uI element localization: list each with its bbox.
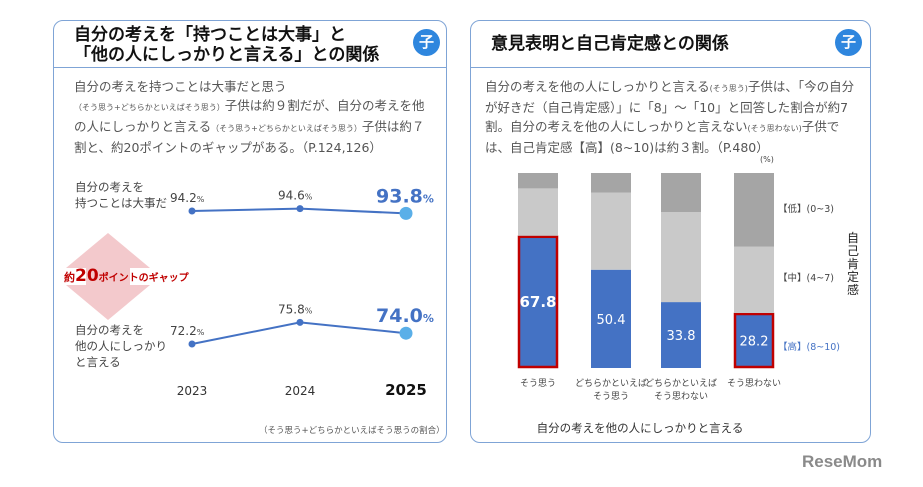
- data-label: 72.2%: [170, 324, 205, 338]
- description-text: （そう思う+どちらかといえばそう思う）: [74, 103, 225, 112]
- x-axis-label: 自分の考えを他の人にしっかりと言える: [537, 421, 744, 435]
- data-label: 74.0%: [376, 305, 434, 327]
- bar-segment: [518, 173, 558, 189]
- data-label: 94.6%: [278, 189, 313, 203]
- legend-mid: 【中】(4~7): [778, 272, 834, 284]
- left-panel-title: 自分の考えを「持つことは大事」と 「他の人にしっかりと言える」との関係: [74, 25, 379, 65]
- bar-segment: [591, 269, 631, 368]
- data-point: [188, 340, 196, 348]
- bar-segment: [734, 173, 774, 247]
- description-text: （そう思う+どちらかといえばそう思う）: [211, 124, 362, 133]
- description-text: 子供は約９割だが、自分の考えを他の人にしっかりと言える: [74, 98, 425, 134]
- bar-segment: [661, 212, 701, 303]
- child-badge: 子: [835, 29, 862, 56]
- description-text: 自分の考えを持つことは大事だと思う: [74, 79, 287, 94]
- unit-label: %: [423, 192, 434, 205]
- description-text: (そう思わない): [747, 124, 802, 133]
- legend-high: 【高】(8~10): [778, 341, 840, 353]
- right-panel: 意見表明と自己肯定感との関係 子 自分の考えを他の人にしっかりと言える(そう思う…: [470, 20, 871, 443]
- y-axis-label: 定: [847, 269, 859, 284]
- series-label: と言える: [75, 355, 121, 369]
- gap-label-part: ポイントのギャップ: [99, 271, 190, 284]
- data-point: [399, 326, 413, 340]
- description-text: 自分の考えを他の人にしっかりと言える: [485, 79, 710, 94]
- y-axis-label: 己: [847, 244, 859, 258]
- data-point: [296, 205, 304, 213]
- unit-label: %: [305, 193, 313, 202]
- resemom-logo: ReseMom: [802, 452, 883, 471]
- unit-label: %: [197, 195, 205, 204]
- right-panel-header: 意見表明と自己肯定感との関係 子: [471, 21, 870, 68]
- right-panel-title: 意見表明と自己肯定感との関係: [491, 34, 729, 54]
- unit-label: %: [423, 312, 434, 325]
- unit-label: (%): [760, 155, 774, 164]
- category-label: そう思わない: [654, 391, 708, 402]
- legend-low: 【低】(0~3): [778, 203, 834, 215]
- bar-value-label: 28.2: [740, 335, 769, 350]
- series-label: 自分の考えを: [75, 180, 144, 194]
- description-text: 子供では、自己肯定感【高】(8~10)は約３割。（P.480）: [485, 119, 840, 155]
- gap-note: （そう思う+どちらかといえばそう思うの割合）: [259, 426, 445, 436]
- bar-segment: [661, 302, 701, 368]
- left-description: 自分の考えを持つことは大事だと思う（そう思う+どちらかといえばそう思う）子供は約…: [74, 77, 434, 157]
- data-point: [399, 206, 413, 220]
- gap-label-part: 20: [75, 266, 99, 286]
- data-point: [296, 318, 304, 326]
- bar-segment: [661, 173, 701, 212]
- x-tick-label: 2024: [285, 384, 316, 398]
- unit-label: %: [197, 328, 205, 337]
- y-axis-label: 肯: [847, 257, 859, 271]
- bar-segment: [591, 173, 631, 193]
- right-description: 自分の考えを他の人にしっかりと言える(そう思う)子供は、「今の自分が好きだ（自己…: [485, 77, 860, 157]
- bar-segment: [734, 313, 774, 368]
- data-label: 93.8%: [376, 185, 434, 207]
- bar-segment: [734, 246, 774, 314]
- bar-segment: [518, 235, 558, 368]
- y-axis-label: 感: [847, 282, 859, 297]
- highlight-box: [517, 235, 559, 369]
- bar-value-label: 50.4: [597, 313, 626, 328]
- bar-segment: [591, 192, 631, 270]
- category-label: そう思う: [593, 391, 629, 402]
- highlight-box: [733, 312, 775, 369]
- category-label: どちらかといえば: [575, 378, 647, 389]
- x-tick-label: 2023: [177, 384, 208, 398]
- left-panel-header: 自分の考えを「持つことは大事」と 「他の人にしっかりと言える」との関係 子: [54, 21, 446, 68]
- gap-label-part: 約: [64, 270, 75, 284]
- left-panel-background: [53, 20, 447, 443]
- y-axis-label: 自: [847, 231, 859, 245]
- title-line-2: 「他の人にしっかりと言える」との関係: [74, 45, 380, 65]
- gap-label: 約20ポイントのギャップ: [64, 266, 190, 286]
- series-label: 他の人にしっかり: [75, 339, 167, 353]
- data-point: [188, 207, 196, 215]
- data-label: 75.8%: [278, 302, 313, 316]
- title-line-1: 自分の考えを「持つことは大事」と: [74, 25, 346, 45]
- child-badge: 子: [413, 29, 440, 56]
- bar-value-label: 67.8: [519, 293, 556, 311]
- bar-value-label: 33.8: [667, 329, 696, 344]
- series-label: 自分の考えを: [75, 323, 144, 337]
- description-text: 子供は約７割と、約20ポイントのギャップがある。（P.124,126）: [74, 119, 425, 155]
- series-label: 持つことは大事だ: [75, 196, 167, 210]
- data-label: 94.2%: [170, 191, 205, 205]
- category-label: そう思わない: [727, 378, 781, 389]
- description-text: (そう思う): [709, 84, 748, 93]
- left-panel: 自分の考えを「持つことは大事」と 「他の人にしっかりと言える」との関係 子 自分の…: [53, 20, 447, 443]
- unit-label: %: [305, 306, 313, 315]
- category-label: そう思う: [520, 378, 556, 389]
- x-tick-label: 2025: [385, 381, 427, 399]
- description-text: 子供は、「今の自分が好きだ（自己肯定感）」に「8」～「10」と回答した割合が約7…: [485, 79, 855, 134]
- gap-arrow-icon: [66, 233, 150, 320]
- category-label: どちらかといえば: [645, 378, 717, 389]
- bar-segment: [518, 188, 558, 236]
